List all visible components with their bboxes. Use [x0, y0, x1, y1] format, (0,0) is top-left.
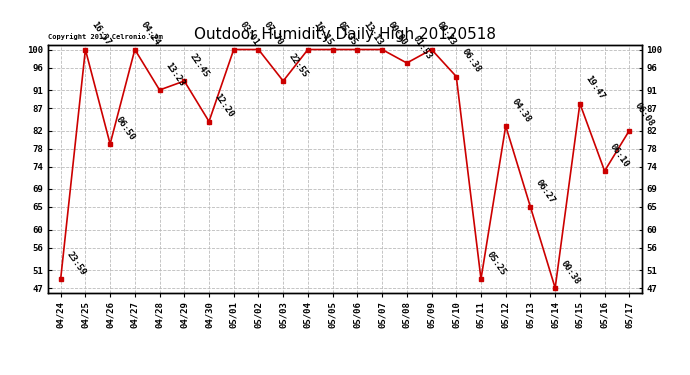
Text: 16:15: 16:15: [312, 20, 335, 47]
Text: 06:50: 06:50: [114, 115, 137, 142]
Text: 22:45: 22:45: [188, 52, 210, 79]
Text: 22:55: 22:55: [287, 52, 310, 79]
Text: 06:10: 06:10: [609, 142, 631, 169]
Text: 16:37: 16:37: [89, 20, 112, 47]
Text: 00:38: 00:38: [559, 259, 582, 286]
Text: 04:38: 04:38: [509, 97, 532, 124]
Text: Copyright 2012 Celronio.com: Copyright 2012 Celronio.com: [48, 33, 163, 40]
Text: 01:53: 01:53: [411, 34, 433, 61]
Text: 05:35: 05:35: [336, 20, 359, 47]
Text: 00:00: 00:00: [386, 20, 408, 47]
Text: 03:01: 03:01: [237, 20, 260, 47]
Text: 06:38: 06:38: [460, 47, 483, 74]
Text: 07:70: 07:70: [262, 20, 285, 47]
Text: 12:20: 12:20: [213, 92, 235, 119]
Text: 19:47: 19:47: [584, 74, 607, 101]
Text: 13:23: 13:23: [164, 61, 186, 88]
Text: 05:25: 05:25: [484, 250, 507, 277]
Text: 04:24: 04:24: [139, 20, 161, 47]
Text: 23:59: 23:59: [64, 250, 87, 277]
Text: 09:23: 09:23: [435, 20, 458, 47]
Text: 13:13: 13:13: [361, 20, 384, 47]
Text: 06:27: 06:27: [534, 178, 557, 205]
Title: Outdoor Humidity Daily High 20120518: Outdoor Humidity Daily High 20120518: [194, 27, 496, 42]
Text: 06:08: 06:08: [633, 101, 656, 128]
